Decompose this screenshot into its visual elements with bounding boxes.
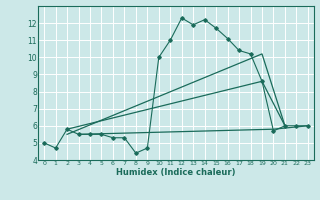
X-axis label: Humidex (Indice chaleur): Humidex (Indice chaleur)	[116, 168, 236, 177]
